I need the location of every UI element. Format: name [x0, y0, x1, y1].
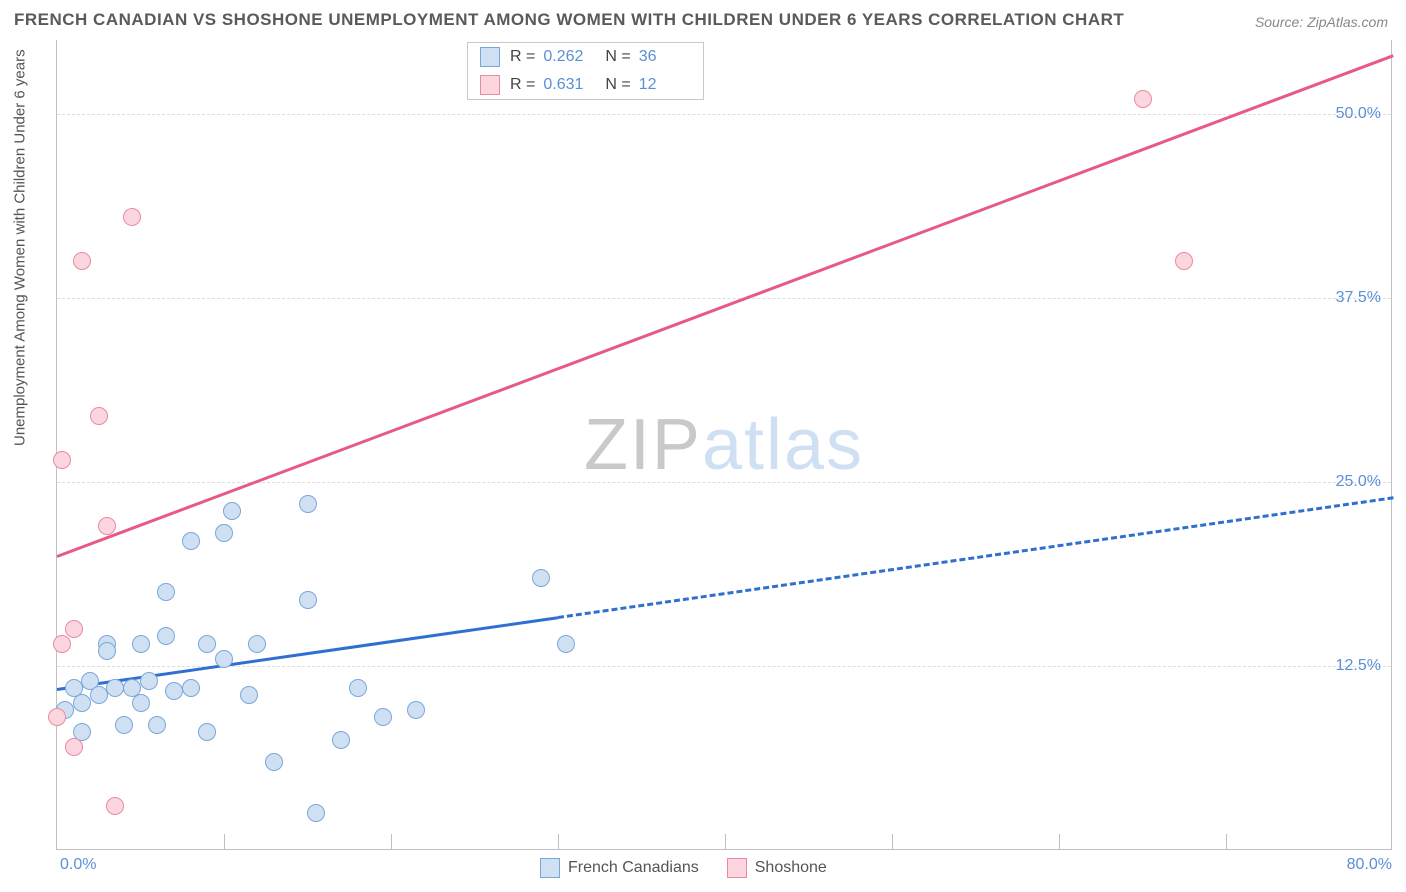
n-label: N =: [605, 76, 630, 94]
data-point: [90, 407, 108, 425]
source-value: ZipAtlas.com: [1307, 14, 1388, 30]
watermark-part2: atlas: [702, 405, 864, 485]
data-point: [407, 701, 425, 719]
gridline-horizontal: [57, 666, 1391, 667]
series-legend: French Canadians Shoshone: [540, 858, 827, 878]
data-point: [223, 502, 241, 520]
data-point: [98, 642, 116, 660]
data-point: [198, 635, 216, 653]
data-point: [349, 679, 367, 697]
data-point: [132, 635, 150, 653]
data-point: [248, 635, 266, 653]
data-point: [48, 708, 66, 726]
r-value: 0.262: [543, 48, 595, 66]
data-point: [65, 620, 83, 638]
legend-label: French Canadians: [568, 859, 699, 877]
scatter-plot-area: ZIPatlas R = 0.262 N = 36 R = 0.631 N = 12 12.5…: [56, 40, 1392, 850]
r-value: 0.631: [543, 76, 595, 94]
n-value: 36: [639, 48, 691, 66]
data-point: [215, 650, 233, 668]
stats-row: R = 0.262 N = 36: [468, 43, 703, 71]
data-point: [307, 804, 325, 822]
data-point: [198, 723, 216, 741]
data-point: [53, 451, 71, 469]
n-label: N =: [605, 48, 630, 66]
data-point: [65, 738, 83, 756]
data-point: [182, 532, 200, 550]
x-tick: [558, 834, 559, 850]
x-tick: [1059, 834, 1060, 850]
x-tick: [892, 834, 893, 850]
x-tick: [224, 834, 225, 850]
data-point: [90, 686, 108, 704]
y-tick-label: 25.0%: [1336, 473, 1381, 491]
legend-item: French Canadians: [540, 858, 699, 878]
series-swatch: [540, 858, 560, 878]
watermark: ZIPatlas: [584, 404, 864, 486]
legend-label: Shoshone: [755, 859, 827, 877]
data-point: [1175, 252, 1193, 270]
data-point: [165, 682, 183, 700]
source-attribution: Source: ZipAtlas.com: [1255, 14, 1388, 30]
trend-line: [56, 55, 1393, 559]
watermark-part1: ZIP: [584, 405, 702, 485]
series-swatch: [480, 47, 500, 67]
x-tick: [1226, 834, 1227, 850]
y-tick-label: 37.5%: [1336, 289, 1381, 307]
data-point: [532, 569, 550, 587]
x-max-label: 80.0%: [1347, 856, 1392, 874]
data-point: [53, 635, 71, 653]
data-point: [98, 517, 116, 535]
source-label: Source:: [1255, 14, 1303, 30]
data-point: [215, 524, 233, 542]
y-tick-label: 50.0%: [1336, 105, 1381, 123]
data-point: [73, 252, 91, 270]
data-point: [182, 679, 200, 697]
data-point: [140, 672, 158, 690]
data-point: [73, 694, 91, 712]
series-swatch: [727, 858, 747, 878]
data-point: [299, 495, 317, 513]
r-label: R =: [510, 48, 535, 66]
n-value: 12: [639, 76, 691, 94]
data-point: [157, 627, 175, 645]
x-origin-label: 0.0%: [60, 856, 96, 874]
data-point: [148, 716, 166, 734]
trend-line: [558, 497, 1393, 620]
r-label: R =: [510, 76, 535, 94]
stats-row: R = 0.631 N = 12: [468, 71, 703, 99]
x-tick: [391, 834, 392, 850]
gridline-horizontal: [57, 114, 1391, 115]
gridline-horizontal: [57, 298, 1391, 299]
y-axis-title: Unemployment Among Women with Children U…: [12, 49, 29, 446]
chart-title: FRENCH CANADIAN VS SHOSHONE UNEMPLOYMENT…: [14, 10, 1124, 30]
data-point: [265, 753, 283, 771]
data-point: [106, 797, 124, 815]
data-point: [332, 731, 350, 749]
data-point: [1134, 90, 1152, 108]
data-point: [157, 583, 175, 601]
y-tick-label: 12.5%: [1336, 657, 1381, 675]
data-point: [132, 694, 150, 712]
x-tick: [725, 834, 726, 850]
data-point: [557, 635, 575, 653]
data-point: [115, 716, 133, 734]
data-point: [299, 591, 317, 609]
series-swatch: [480, 75, 500, 95]
data-point: [106, 679, 124, 697]
correlation-stats-box: R = 0.262 N = 36 R = 0.631 N = 12: [467, 42, 704, 100]
data-point: [123, 208, 141, 226]
data-point: [240, 686, 258, 704]
legend-item: Shoshone: [727, 858, 827, 878]
data-point: [374, 708, 392, 726]
